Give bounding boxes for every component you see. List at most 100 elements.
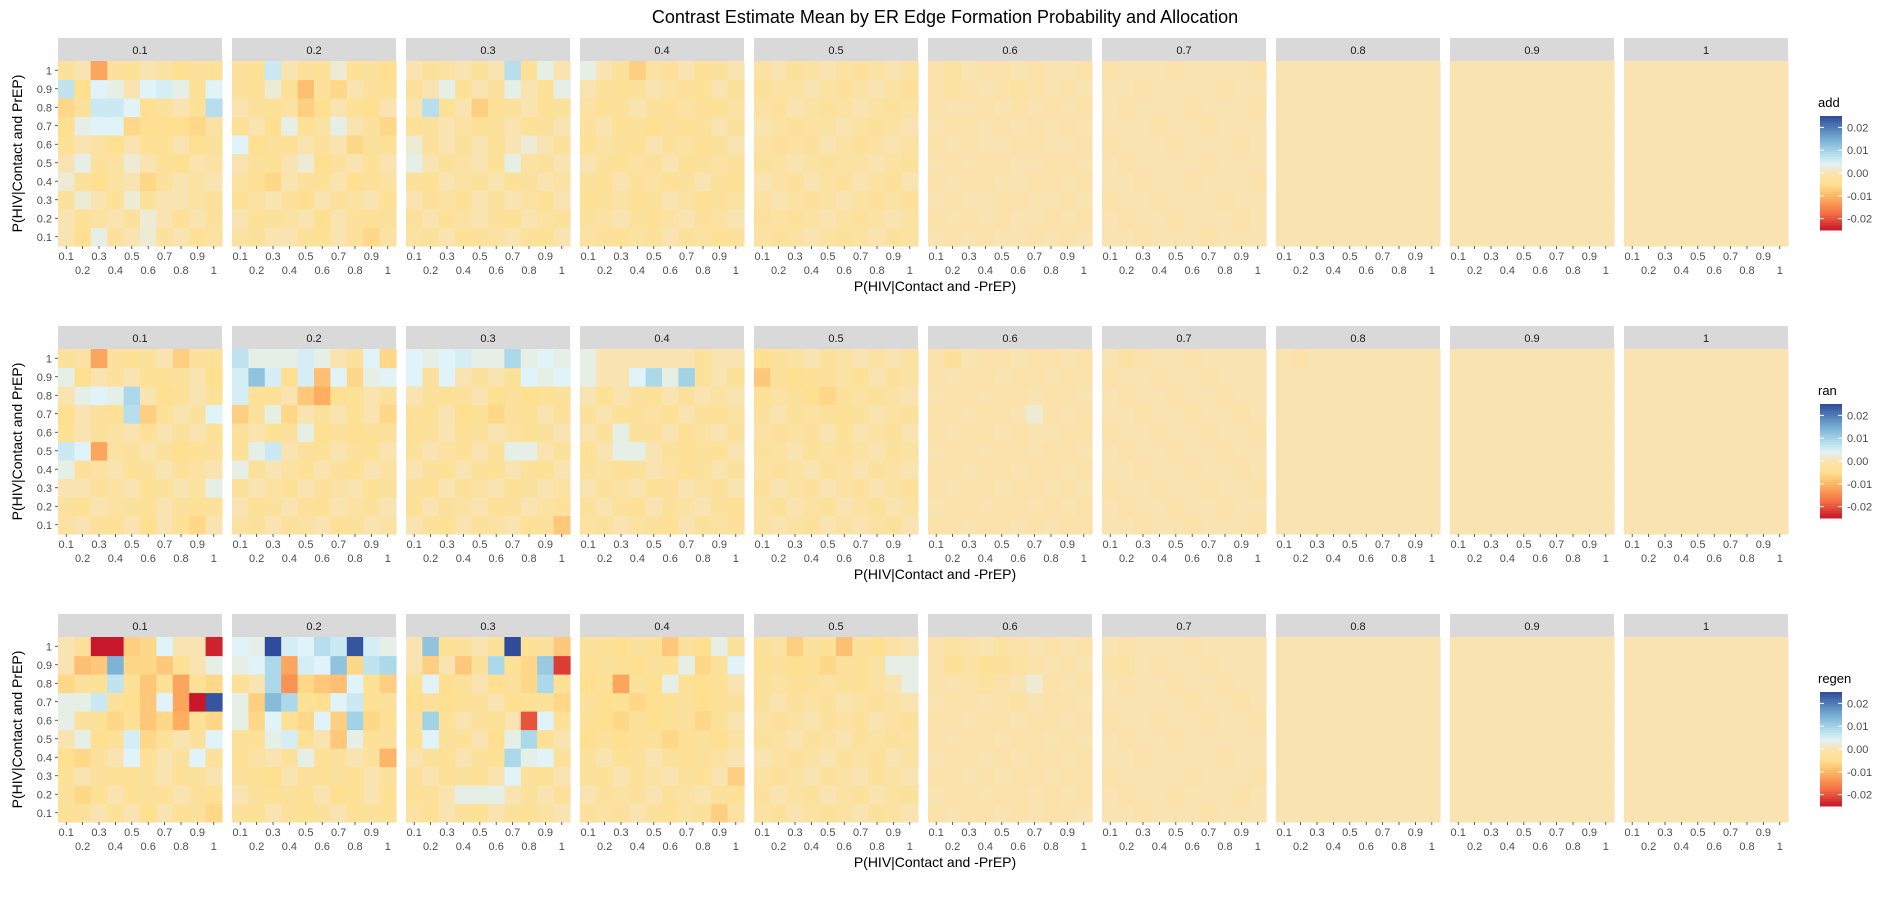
heatmap-cell	[1249, 803, 1267, 823]
heatmap-cell	[379, 655, 397, 675]
x-tick-label: 0.1	[929, 251, 944, 263]
heatmap-cell	[471, 79, 489, 99]
legend-gradient-band	[1820, 194, 1842, 198]
heatmap-cell	[1738, 748, 1756, 768]
heatmap-cell	[803, 349, 821, 369]
heatmap-cell	[662, 711, 679, 731]
heatmap-cell	[248, 655, 266, 675]
facet-panel: 10.10.20.30.40.50.60.70.80.91	[1624, 614, 1789, 853]
heatmap-cell	[1738, 441, 1756, 461]
heatmap-cell	[1292, 404, 1310, 424]
legend-gradient-band	[1820, 206, 1842, 210]
heatmap-cell	[281, 172, 299, 192]
heatmap-cell	[1548, 386, 1566, 406]
heatmap-cell	[90, 637, 108, 657]
heatmap-cell	[189, 655, 207, 675]
heatmap-cell	[1200, 785, 1218, 805]
facet-strip-label: 0.9	[1524, 45, 1539, 57]
heatmap-cell	[281, 135, 299, 155]
heatmap-cell	[1755, 367, 1773, 387]
heatmap-cell	[770, 386, 788, 406]
heatmap-cell	[803, 386, 821, 406]
heatmap-cell	[1059, 153, 1077, 173]
heatmap-cell	[172, 367, 190, 387]
heatmap-cell	[1722, 61, 1740, 81]
facet-strip-label: 0.7	[1176, 45, 1191, 57]
heatmap-cell	[885, 692, 903, 712]
heatmap-cell	[580, 637, 597, 657]
heatmap-cell	[662, 655, 679, 675]
heatmap-cell	[156, 135, 174, 155]
heatmap-cell	[1151, 190, 1169, 210]
heatmap-cell	[1755, 711, 1773, 731]
heatmap-cell	[1026, 637, 1044, 657]
heatmap-cell	[1026, 116, 1044, 136]
heatmap-cell	[1755, 135, 1773, 155]
heatmap-cell	[537, 98, 555, 118]
heatmap-cell	[580, 766, 597, 786]
heatmap-cell	[629, 423, 647, 443]
x-tick-label: 0.8	[347, 553, 362, 565]
heatmap-cell	[1673, 785, 1691, 805]
heatmap-cell	[977, 711, 995, 731]
heatmap-cell	[1374, 729, 1392, 749]
x-tick-label: 0.5	[646, 251, 661, 263]
heatmap-cell	[156, 674, 174, 694]
heatmap-cell	[645, 404, 663, 424]
heatmap-cell	[1059, 367, 1077, 387]
legend-gradient-band	[1820, 211, 1842, 214]
x-tick-label: 0.8	[521, 265, 536, 277]
heatmap-cell	[993, 386, 1011, 406]
heatmap-cell	[727, 441, 745, 461]
heatmap-cell	[189, 515, 207, 535]
heatmap-cell	[1548, 711, 1566, 731]
heatmap-cell	[379, 748, 397, 768]
heatmap-cell	[1515, 637, 1533, 657]
facet-panel: 0.50.10.20.30.40.50.60.70.80.91	[754, 614, 919, 853]
heatmap-cell	[1134, 227, 1152, 247]
heatmap-cell	[471, 116, 489, 136]
heatmap-cell	[1276, 209, 1293, 229]
x-tick-label: 0.1	[1625, 827, 1640, 839]
heatmap-cell	[90, 404, 108, 424]
heatmap-cell	[1075, 460, 1093, 480]
heatmap-cell	[885, 227, 903, 247]
heatmap-cell	[232, 349, 249, 369]
heatmap-cell	[1308, 748, 1326, 768]
x-tick-label: 1	[1777, 265, 1783, 277]
heatmap-cell	[1548, 423, 1566, 443]
heatmap-cell	[944, 478, 962, 498]
heatmap-cell	[264, 515, 282, 535]
heatmap-cell	[172, 692, 190, 712]
heatmap-cell	[1325, 441, 1343, 461]
heatmap-cell	[422, 748, 440, 768]
x-tick-label: 0.7	[1549, 827, 1564, 839]
heatmap-cell	[1042, 98, 1060, 118]
heatmap-cell	[455, 190, 473, 210]
heatmap-cell	[803, 637, 821, 657]
heatmap-cell	[1656, 766, 1674, 786]
heatmap-cell	[1134, 460, 1152, 480]
heatmap-cell	[819, 209, 837, 229]
heatmap-cell	[960, 637, 978, 657]
heatmap-cell	[172, 674, 190, 694]
heatmap-cell	[960, 116, 978, 136]
heatmap-cell	[406, 135, 423, 155]
heatmap-cell	[662, 349, 679, 369]
heatmap-cell	[786, 135, 804, 155]
facet-panel: 0.40.10.20.30.40.50.60.70.80.91	[580, 38, 745, 277]
heatmap-cell	[58, 497, 75, 517]
heatmap-cell	[960, 674, 978, 694]
heatmap-cell	[1532, 785, 1549, 805]
heatmap-cell	[1358, 79, 1375, 99]
heatmap-cell	[330, 460, 348, 480]
heatmap-cell	[1341, 349, 1359, 369]
x-tick-label: 0.2	[597, 841, 612, 853]
heatmap-cell	[786, 98, 804, 118]
heatmap-cell	[90, 803, 108, 823]
heatmap-cell	[629, 803, 647, 823]
heatmap-cell	[928, 79, 945, 99]
heatmap-cell	[1026, 460, 1044, 480]
heatmap-cell	[1564, 460, 1582, 480]
